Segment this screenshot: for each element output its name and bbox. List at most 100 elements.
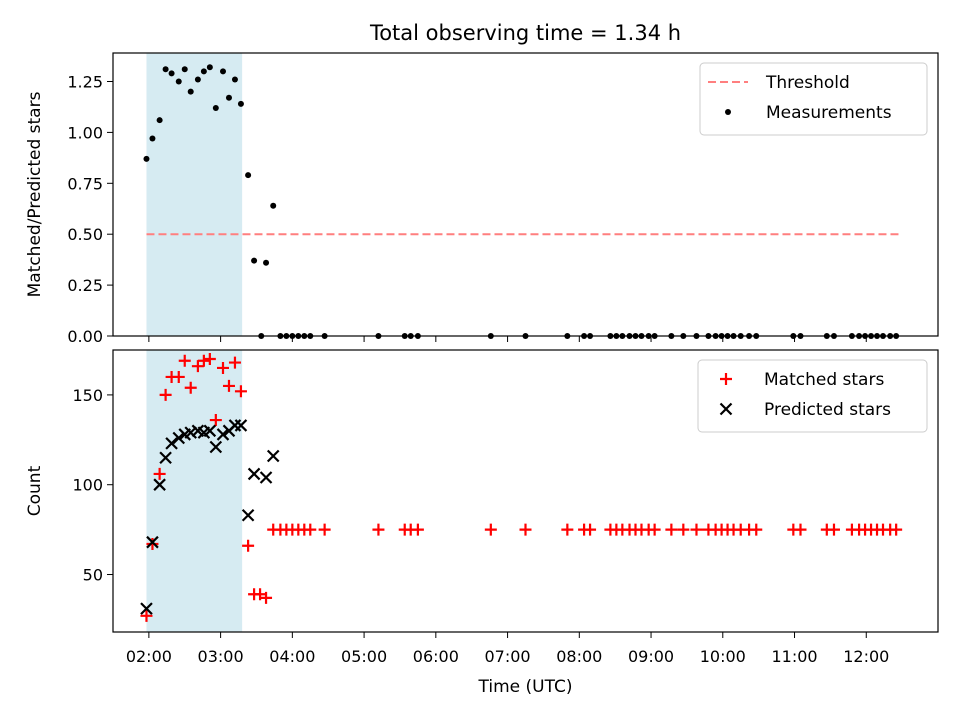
data-point [146, 535, 159, 549]
data-point [318, 523, 331, 536]
data-point [242, 539, 255, 552]
legend-label: Measurements [766, 103, 892, 123]
legend-marker [725, 109, 731, 115]
data-point [372, 523, 385, 536]
data-point [251, 257, 258, 264]
data-point [153, 478, 166, 491]
data-point [584, 523, 597, 536]
data-point [168, 70, 175, 77]
data-point [561, 523, 574, 536]
data-point [266, 449, 280, 463]
data-point [165, 437, 178, 450]
legend-marker [719, 402, 733, 416]
data-point [259, 471, 273, 484]
data-point [162, 66, 169, 73]
x-axis-label: Time (UTC) [478, 677, 573, 697]
data-point [220, 68, 226, 75]
data-point [247, 467, 261, 481]
x-tick-label: 05:00 [341, 647, 387, 666]
data-point [156, 117, 163, 124]
data-point [304, 523, 317, 536]
data-point [270, 202, 277, 209]
data-point [184, 426, 197, 439]
data-point [181, 66, 188, 73]
legend: Matched stars Predicted stars [697, 359, 928, 433]
data-point [263, 259, 270, 266]
data-point [209, 414, 222, 427]
data-point [209, 440, 223, 454]
data-point [241, 508, 255, 522]
data-point [648, 523, 661, 536]
count-panel: 50 100 150 Count Matched stars Predicted star… [25, 349, 939, 638]
y-axis-label: Count [25, 465, 45, 516]
data-point [197, 354, 210, 367]
data-point [665, 523, 678, 536]
data-point [750, 523, 763, 536]
data-point [203, 424, 217, 438]
data-point [225, 94, 232, 101]
data-point [191, 360, 204, 373]
data-point [200, 68, 207, 75]
x-tick-label: 02:00 [126, 647, 172, 666]
data-point [149, 135, 156, 142]
data-point [677, 523, 690, 536]
data-point [159, 388, 172, 401]
x-tick-label: 11:00 [771, 647, 817, 666]
x-tick-label: 08:00 [556, 647, 602, 666]
data-point [184, 381, 197, 394]
data-point [146, 537, 159, 550]
data-point [234, 385, 247, 398]
data-point [411, 523, 424, 536]
data-point [187, 88, 194, 95]
data-point [172, 431, 186, 445]
x-tick-label: 07:00 [485, 647, 531, 666]
data-point [140, 609, 153, 622]
data-point [519, 523, 532, 536]
legend: Threshold Measurements [699, 62, 928, 136]
legend-label: Threshold [765, 73, 850, 93]
legend-box [697, 359, 928, 433]
y-tick-label: 100 [72, 476, 103, 495]
data-point [203, 352, 216, 365]
observing-window-shade [146, 350, 243, 632]
y-tick-label: 0.00 [67, 327, 103, 346]
y-tick-label: 150 [72, 386, 103, 405]
data-point [217, 361, 229, 374]
x-tick-label: 03:00 [198, 647, 244, 666]
data-point [484, 523, 497, 536]
data-point [175, 78, 182, 85]
data-point [690, 523, 703, 536]
data-point [827, 523, 840, 536]
data-point [228, 356, 241, 369]
data-point [194, 76, 201, 83]
y-tick-label: 0.25 [67, 276, 103, 295]
data-point [140, 602, 153, 615]
predicted-stars-series [140, 419, 280, 615]
data-point [794, 523, 807, 536]
data-point [206, 64, 213, 71]
legend-label: Matched stars [764, 370, 884, 390]
x-tick-label: 09:00 [628, 647, 674, 666]
x-tick-label: 04:00 [269, 647, 315, 666]
data-point [212, 104, 219, 111]
data-point [178, 354, 191, 367]
y-tick-label: 1.00 [67, 123, 103, 142]
data-point [245, 172, 252, 179]
x-tick-label: 12:00 [843, 647, 889, 666]
data-point [143, 155, 150, 162]
y-tick-label: 1.25 [67, 73, 103, 92]
data-point [231, 76, 238, 83]
ratio-panel: 0.00 0.25 0.50 0.75 1.00 1.25 Matched/Predicte… [25, 52, 939, 346]
data-point [159, 451, 172, 465]
data-point [172, 370, 185, 383]
observing-window-shade [146, 53, 243, 336]
axes-frame [112, 52, 939, 337]
data-point [890, 523, 903, 536]
data-point [153, 467, 166, 480]
matched-stars-series [140, 352, 903, 622]
y-tick-label: 50 [83, 566, 103, 585]
x-tick-label: 06:00 [413, 647, 459, 666]
data-point [234, 419, 248, 432]
y-axis-label: Matched/Predicted stars [25, 91, 45, 297]
